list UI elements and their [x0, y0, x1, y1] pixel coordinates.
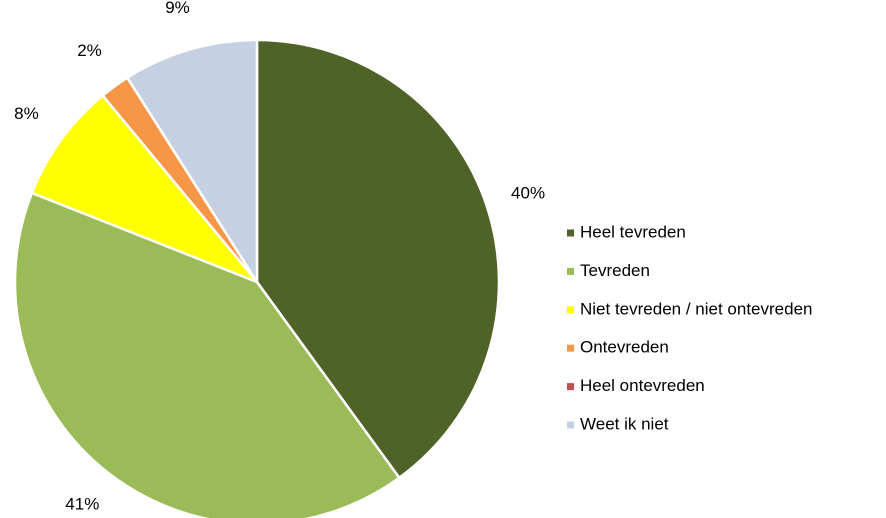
legend-label: Heel ontevreden [580, 376, 705, 395]
legend-swatch [567, 229, 574, 237]
data-label: 8% [14, 104, 39, 123]
pie-slice [30, 93, 258, 284]
legend-swatch [567, 267, 574, 275]
data-label: 41% [65, 494, 99, 513]
legend-swatch [567, 344, 574, 352]
pie-slice [255, 38, 501, 480]
legend-label: Weet ik niet [580, 414, 669, 433]
data-label: 40% [511, 183, 545, 202]
legend-label: Heel tevreden [580, 222, 686, 241]
legend-label: Tevreden [580, 261, 650, 280]
pie-slice [125, 38, 259, 287]
legend-swatch [567, 306, 574, 314]
legend-swatch [567, 421, 574, 429]
data-label: 9% [165, 0, 190, 17]
legend-swatch [567, 383, 574, 391]
pie-slice [13, 191, 401, 518]
data-label: 2% [77, 41, 102, 60]
legend-label: Niet tevreden / niet ontevreden [580, 299, 812, 318]
legend-label: Ontevreden [580, 338, 669, 357]
